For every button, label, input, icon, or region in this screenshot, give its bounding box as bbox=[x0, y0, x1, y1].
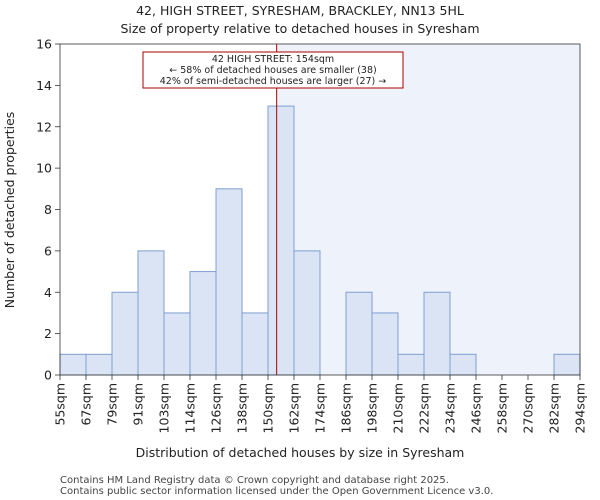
x-tick-label: 210sqm bbox=[391, 383, 406, 433]
footer-line2: Contains public sector information licen… bbox=[60, 486, 493, 497]
x-tick-label: 198sqm bbox=[365, 383, 380, 433]
y-tick-label: 14 bbox=[36, 78, 52, 93]
x-tick-label: 114sqm bbox=[183, 383, 198, 433]
x-tick-label: 246sqm bbox=[469, 383, 484, 433]
x-tick-label: 138sqm bbox=[235, 383, 250, 433]
y-tick-label: 12 bbox=[36, 119, 52, 134]
bar bbox=[553, 353, 581, 376]
bar bbox=[449, 353, 477, 376]
x-tick-label: 79sqm bbox=[105, 383, 120, 426]
bar bbox=[397, 353, 425, 376]
x-tick-label: 282sqm bbox=[547, 383, 562, 433]
bar bbox=[189, 271, 217, 376]
bars-group bbox=[59, 105, 581, 376]
bar bbox=[59, 353, 87, 376]
x-tick-label: 234sqm bbox=[443, 383, 458, 433]
annotation-line1: 42 HIGH STREET: 154sqm bbox=[212, 54, 334, 65]
chart-title-line2: Size of property relative to detached ho… bbox=[120, 21, 479, 36]
bar bbox=[371, 312, 399, 376]
y-axis-label: Number of detached properties bbox=[2, 112, 17, 309]
annotation-box bbox=[142, 51, 404, 89]
y-tick-label: 8 bbox=[44, 202, 52, 217]
x-tick-label: 162sqm bbox=[287, 383, 302, 433]
y-tick-label: 2 bbox=[44, 326, 52, 341]
bar bbox=[345, 291, 373, 376]
bar bbox=[423, 291, 451, 376]
x-tick-label: 174sqm bbox=[313, 383, 328, 433]
x-tick-label: 222sqm bbox=[417, 383, 432, 433]
x-tick-label: 126sqm bbox=[209, 383, 224, 433]
bar bbox=[111, 291, 139, 376]
bar bbox=[267, 105, 295, 376]
bar bbox=[163, 312, 191, 376]
x-tick-label: 294sqm bbox=[573, 383, 588, 433]
annotation-line3: 42% of semi-detached houses are larger (… bbox=[160, 76, 387, 87]
x-axis: 55sqm 67sqm 79sqm 91sqm 103sqm 114sqm 126sqm 13… bbox=[53, 375, 588, 433]
footer-line1: Contains HM Land Registry data © Crown c… bbox=[60, 475, 449, 486]
x-tick-label: 258sqm bbox=[495, 383, 510, 433]
x-tick-label: 91sqm bbox=[131, 383, 146, 426]
y-tick-label: 6 bbox=[44, 243, 52, 258]
x-tick-label: 55sqm bbox=[53, 383, 68, 426]
chart-title-line1: 42, HIGH STREET, SYRESHAM, BRACKLEY, NN1… bbox=[136, 3, 464, 18]
x-tick-label: 103sqm bbox=[157, 383, 172, 433]
y-tick-label: 16 bbox=[36, 37, 52, 52]
y-axis: 0 2 4 6 8 10 12 14 16 bbox=[36, 37, 60, 383]
y-tick-label: 4 bbox=[44, 285, 52, 300]
bar bbox=[293, 250, 321, 376]
annotation-line2: ← 58% of detached houses are smaller (38… bbox=[169, 65, 376, 76]
y-tick-label: 0 bbox=[44, 368, 52, 383]
x-tick-label: 186sqm bbox=[339, 383, 354, 433]
bar bbox=[241, 312, 269, 376]
x-tick-label: 270sqm bbox=[521, 383, 536, 433]
x-tick-label: 67sqm bbox=[79, 383, 94, 426]
x-tick-label: 150sqm bbox=[261, 383, 276, 433]
bar bbox=[137, 250, 165, 376]
bar bbox=[85, 353, 113, 376]
y-tick-label: 10 bbox=[36, 161, 52, 176]
bar bbox=[215, 188, 243, 376]
x-axis-label: Distribution of detached houses by size … bbox=[136, 445, 465, 460]
